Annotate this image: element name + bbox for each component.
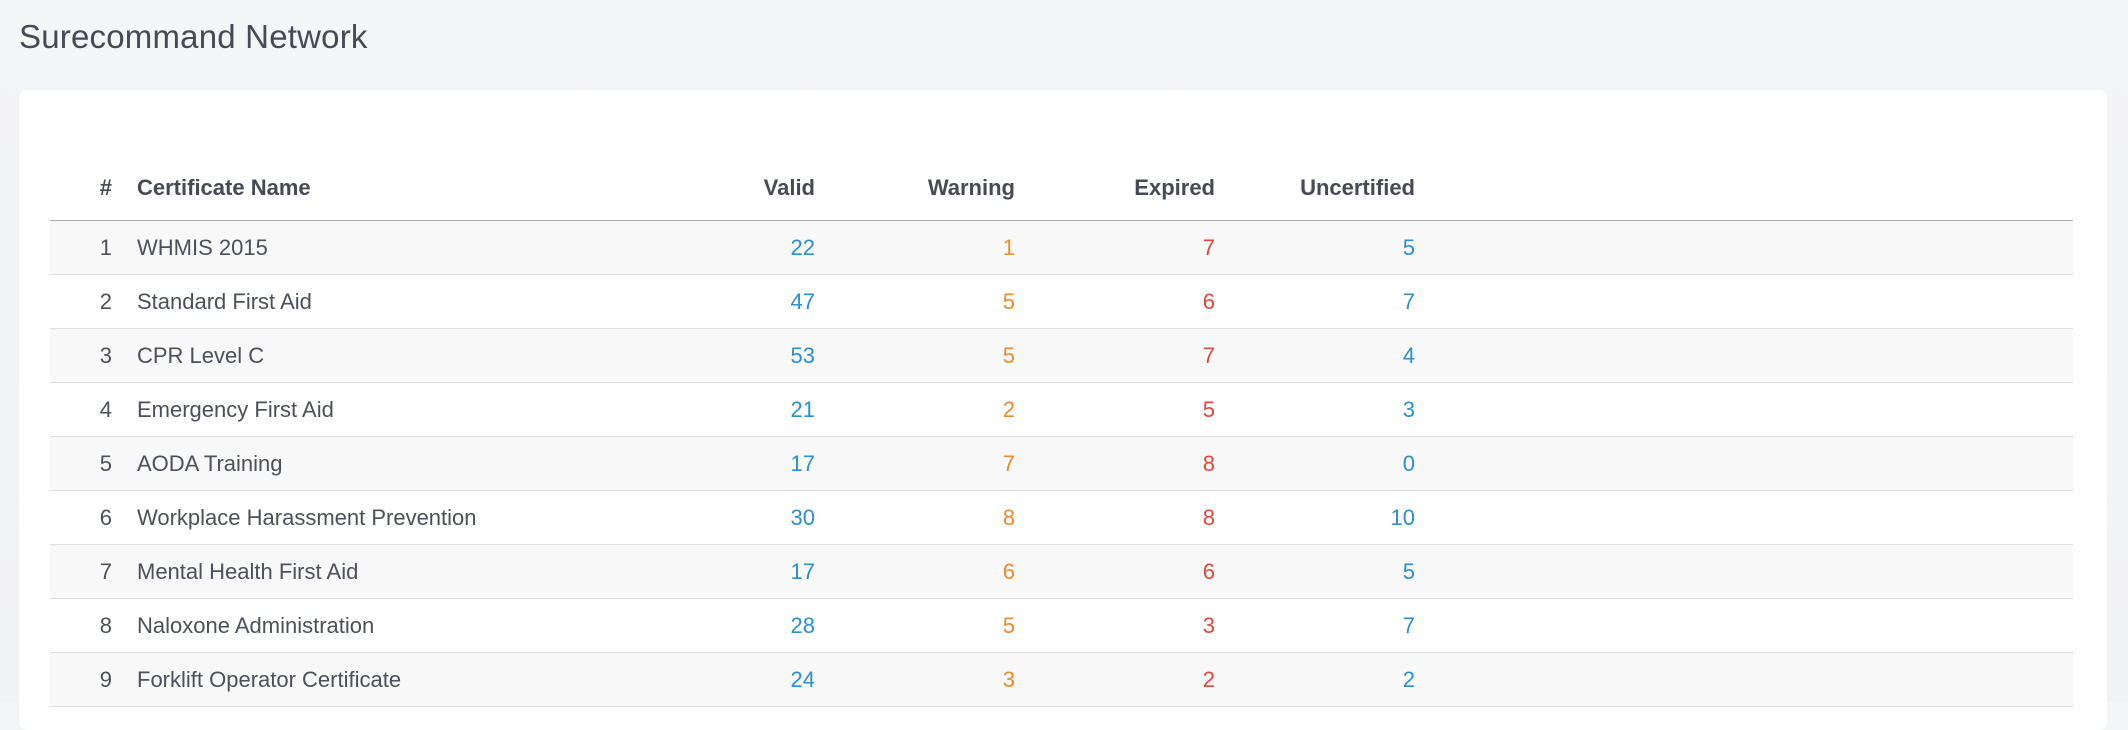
uncertified-count: 3 xyxy=(1215,382,1415,437)
expired-count: 5 xyxy=(1015,382,1215,437)
warning-count: 6 xyxy=(815,544,1015,599)
table-header-row: # Certificate Name Valid Warning Expired… xyxy=(50,156,2073,221)
expired-count: 8 xyxy=(1015,490,1215,545)
certificate-name: Mental Health First Aid xyxy=(112,544,697,599)
table-row[interactable]: 2 Standard First Aid 47 5 6 7 xyxy=(50,274,2073,329)
warning-count: 1 xyxy=(815,220,1015,275)
table-body: 1 WHMIS 2015 22 1 7 5 2 Standard First Aid 47 5 6 7… xyxy=(50,220,2073,707)
row-number: 3 xyxy=(50,328,112,383)
table-row[interactable]: 4 Emergency First Aid 21 2 5 3 xyxy=(50,382,2073,437)
certificate-name: Standard First Aid xyxy=(112,274,697,329)
uncertified-count: 4 xyxy=(1215,328,1415,383)
valid-count: 30 xyxy=(697,490,815,545)
warning-count: 5 xyxy=(815,328,1015,383)
uncertified-count: 2 xyxy=(1215,652,1415,707)
expired-count: 6 xyxy=(1015,274,1215,329)
table-row[interactable]: 3 CPR Level C 53 5 7 4 xyxy=(50,328,2073,383)
row-spacer xyxy=(1415,220,2073,275)
valid-count: 24 xyxy=(697,652,815,707)
expired-count: 7 xyxy=(1015,328,1215,383)
warning-count: 5 xyxy=(815,274,1015,329)
table-row[interactable]: 9 Forklift Operator Certificate 24 3 2 2 xyxy=(50,652,2073,707)
table-row[interactable]: 5 AODA Training 17 7 8 0 xyxy=(50,436,2073,491)
expired-count: 8 xyxy=(1015,436,1215,491)
valid-count: 22 xyxy=(697,220,815,275)
row-number: 9 xyxy=(50,652,112,707)
row-spacer xyxy=(1415,490,2073,545)
row-spacer xyxy=(1415,652,2073,707)
valid-count: 53 xyxy=(697,328,815,383)
row-number: 6 xyxy=(50,490,112,545)
row-spacer xyxy=(1415,328,2073,383)
valid-count: 47 xyxy=(697,274,815,329)
column-header-number[interactable]: # xyxy=(50,156,112,221)
table-row[interactable]: 8 Naloxone Administration 28 5 3 7 xyxy=(50,598,2073,653)
column-header-expired[interactable]: Expired xyxy=(1015,156,1215,221)
valid-count: 21 xyxy=(697,382,815,437)
table-row[interactable]: 1 WHMIS 2015 22 1 7 5 xyxy=(50,220,2073,275)
row-number: 4 xyxy=(50,382,112,437)
warning-count: 5 xyxy=(815,598,1015,653)
column-header-certificate-name[interactable]: Certificate Name xyxy=(112,156,697,221)
valid-count: 17 xyxy=(697,544,815,599)
certificates-table: # Certificate Name Valid Warning Expired… xyxy=(50,156,2073,707)
row-spacer xyxy=(1415,436,2073,491)
row-spacer xyxy=(1415,544,2073,599)
row-spacer xyxy=(1415,598,2073,653)
uncertified-count: 5 xyxy=(1215,544,1415,599)
certificate-name: WHMIS 2015 xyxy=(112,220,697,275)
row-number: 8 xyxy=(50,598,112,653)
valid-count: 17 xyxy=(697,436,815,491)
warning-count: 2 xyxy=(815,382,1015,437)
certificate-name: Emergency First Aid xyxy=(112,382,697,437)
column-header-warning[interactable]: Warning xyxy=(815,156,1015,221)
uncertified-count: 5 xyxy=(1215,220,1415,275)
warning-count: 3 xyxy=(815,652,1015,707)
certificate-name: AODA Training xyxy=(112,436,697,491)
certificates-card: # Certificate Name Valid Warning Expired… xyxy=(19,90,2107,730)
column-header-uncertified[interactable]: Uncertified xyxy=(1215,156,1415,221)
row-number: 1 xyxy=(50,220,112,275)
uncertified-count: 7 xyxy=(1215,274,1415,329)
row-number: 7 xyxy=(50,544,112,599)
expired-count: 2 xyxy=(1015,652,1215,707)
column-header-spacer xyxy=(1415,156,2073,221)
expired-count: 7 xyxy=(1015,220,1215,275)
valid-count: 28 xyxy=(697,598,815,653)
column-header-valid[interactable]: Valid xyxy=(697,156,815,221)
page-title: Surecommand Network xyxy=(19,18,368,55)
uncertified-count: 0 xyxy=(1215,436,1415,491)
certificate-name: Forklift Operator Certificate xyxy=(112,652,697,707)
uncertified-count: 10 xyxy=(1215,490,1415,545)
warning-count: 7 xyxy=(815,436,1015,491)
table-row[interactable]: 7 Mental Health First Aid 17 6 6 5 xyxy=(50,544,2073,599)
certificate-name: Naloxone Administration xyxy=(112,598,697,653)
expired-count: 6 xyxy=(1015,544,1215,599)
certificate-name: CPR Level C xyxy=(112,328,697,383)
uncertified-count: 7 xyxy=(1215,598,1415,653)
warning-count: 8 xyxy=(815,490,1015,545)
row-spacer xyxy=(1415,274,2073,329)
certificate-name: Workplace Harassment Prevention xyxy=(112,490,697,545)
row-number: 2 xyxy=(50,274,112,329)
row-spacer xyxy=(1415,382,2073,437)
table-row[interactable]: 6 Workplace Harassment Prevention 30 8 8 10 xyxy=(50,490,2073,545)
expired-count: 3 xyxy=(1015,598,1215,653)
row-number: 5 xyxy=(50,436,112,491)
